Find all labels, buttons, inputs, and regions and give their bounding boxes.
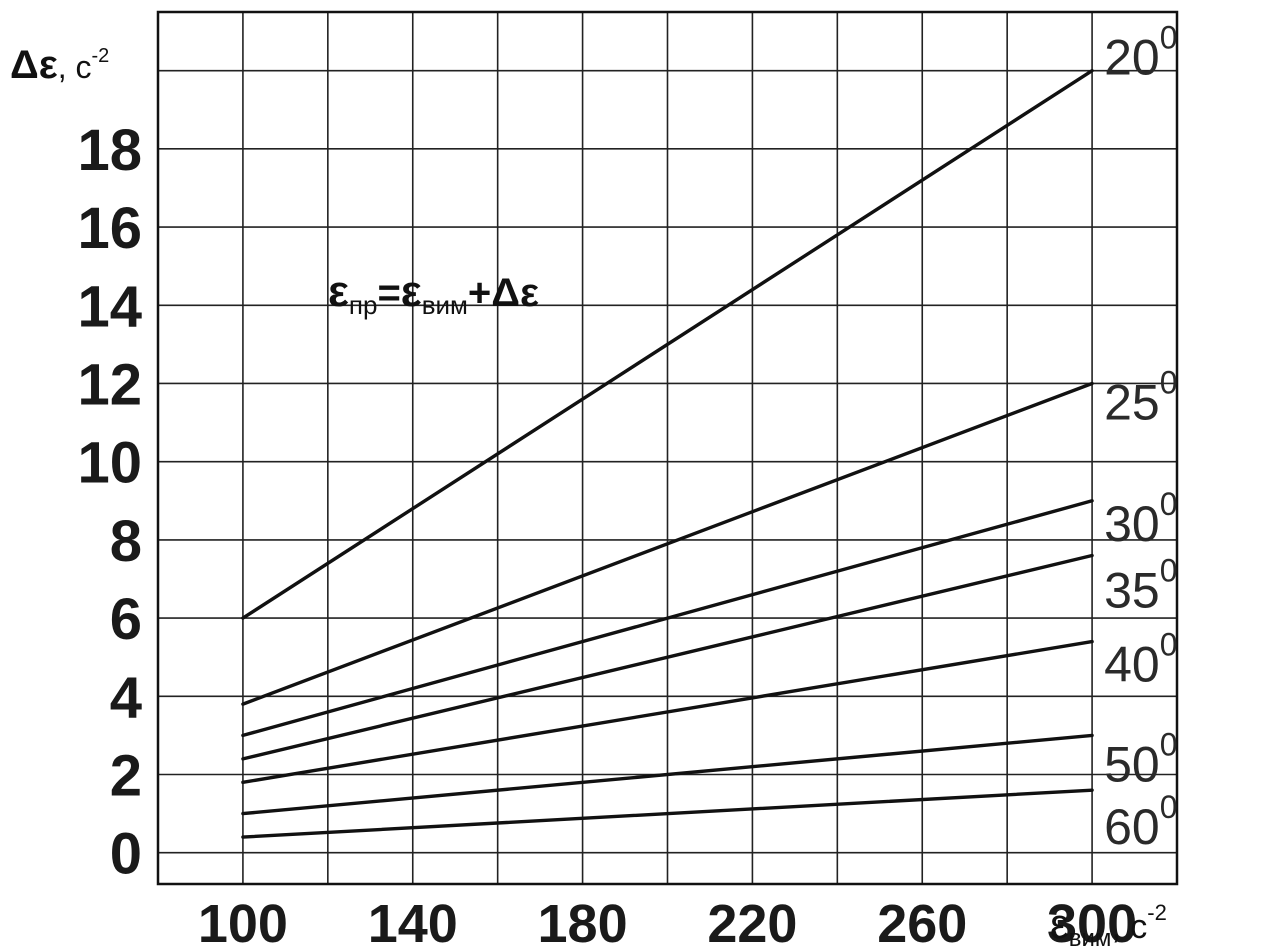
y-tick-label: 6 <box>110 587 142 652</box>
equation-eq: = <box>377 271 400 315</box>
x-tick-label: 140 <box>368 894 458 950</box>
y-axis-label: Δε, с-2 <box>10 43 109 87</box>
series-label-value: 35 <box>1104 563 1160 619</box>
y-axis-unit: , с <box>58 49 92 85</box>
series-label-degree: 0 <box>1160 789 1178 825</box>
equation-annotation: εпр=εвим+Δε <box>328 267 539 320</box>
series-line-50 <box>241 733 1094 816</box>
series-label-value: 20 <box>1104 30 1160 86</box>
y-tick-label: 14 <box>77 274 142 339</box>
equation-rhs-1-sub: вим <box>422 290 468 320</box>
series-label-50: 500 <box>1104 726 1177 792</box>
series-label-value: 40 <box>1104 637 1160 693</box>
series-label-60: 600 <box>1104 789 1177 855</box>
x-axis-subscript: вим <box>1069 925 1112 950</box>
series-label-20: 200 <box>1104 20 1177 86</box>
series-line-20 <box>241 68 1094 620</box>
plot-border <box>156 10 1179 886</box>
x-tick-label: 300 <box>1047 894 1137 950</box>
series-label-degree: 0 <box>1160 726 1178 762</box>
y-axis-symbol: Δε <box>10 43 58 87</box>
series-label-degree: 0 <box>1160 553 1178 589</box>
y-tick-label: 8 <box>110 509 142 574</box>
y-tick-label: 16 <box>77 196 142 261</box>
series-label-value: 30 <box>1104 496 1160 552</box>
x-axis-unit-exponent: -2 <box>1147 900 1167 925</box>
series-lines <box>241 68 1094 839</box>
series-label-value: 25 <box>1104 374 1160 430</box>
series-label-40: 400 <box>1104 627 1177 693</box>
y-axis-unit-exponent: -2 <box>92 45 110 67</box>
series-label-25: 250 <box>1104 364 1177 430</box>
y-tick-label: 2 <box>110 744 142 809</box>
series-line-40 <box>241 639 1094 785</box>
series-label-value: 50 <box>1104 736 1160 792</box>
series-label-value: 60 <box>1104 799 1160 855</box>
series-label-30: 300 <box>1104 486 1177 552</box>
series-label-degree: 0 <box>1160 364 1178 400</box>
x-tick-label: 180 <box>538 894 628 950</box>
x-axis-label: εвим, с-2 <box>1050 900 1167 950</box>
y-tick-label: 10 <box>77 431 142 496</box>
equation-lhs-sub: пр <box>349 290 378 320</box>
series-line-60 <box>241 788 1094 839</box>
y-tick-label: 0 <box>110 822 142 887</box>
equation-rhs-2: +Δε <box>468 271 539 315</box>
y-tick-label: 18 <box>77 118 142 183</box>
series-label-degree: 0 <box>1160 20 1178 56</box>
equation-rhs-1: ε <box>401 267 422 316</box>
x-axis-symbol: ε <box>1050 900 1069 947</box>
grid <box>158 12 1178 884</box>
series-line-30 <box>241 499 1094 738</box>
series-label-degree: 0 <box>1160 486 1178 522</box>
series-label-degree: 0 <box>1160 627 1178 663</box>
plot-frame <box>156 10 1179 886</box>
x-tick-label: 100 <box>198 894 288 950</box>
y-tick-labels: 0 2 4 6 8 10 12 14 16 18 <box>77 118 142 887</box>
equation-lhs: ε <box>328 267 349 316</box>
y-tick-label: 4 <box>110 665 142 730</box>
x-tick-label: 220 <box>707 894 797 950</box>
x-axis-unit: , с <box>1111 908 1147 946</box>
series-label-35: 350 <box>1104 553 1177 619</box>
series-line-35 <box>241 553 1094 761</box>
x-tick-labels: 100 140 180 220 260 300 <box>198 894 1137 950</box>
y-tick-label: 12 <box>77 352 142 417</box>
x-tick-label: 260 <box>877 894 967 950</box>
series-line-25 <box>241 381 1094 706</box>
